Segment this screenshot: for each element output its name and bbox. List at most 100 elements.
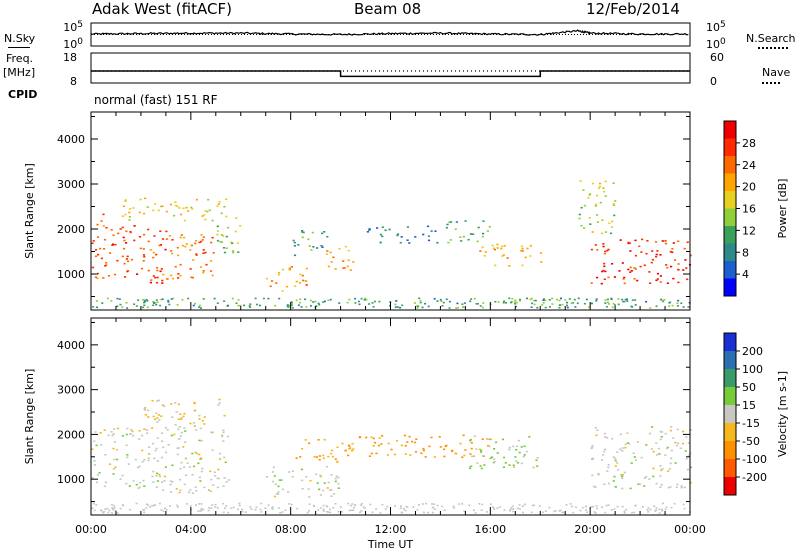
power-panel-cell — [153, 302, 156, 304]
velocity-panel-cell — [96, 474, 99, 476]
velocity-colorbar-label: Velocity [m s-1] — [776, 371, 789, 457]
power-panel-cell — [595, 300, 598, 302]
velocity-panel-cell — [616, 451, 619, 453]
velocity-panel-cell — [141, 449, 144, 452]
power-panel-cell — [666, 282, 669, 284]
power-panel-cell — [230, 241, 233, 244]
x-tick-label: 12:00 — [375, 523, 407, 536]
velocity-panel-cell — [199, 458, 202, 460]
power-panel-cell — [325, 253, 328, 255]
power-panel-cell — [302, 279, 305, 282]
velocity-panel-cell — [198, 418, 201, 420]
power-panel-cell — [298, 282, 302, 284]
velocity-panel-cell — [649, 508, 652, 511]
power-panel-cell — [314, 300, 317, 303]
power-panel-cell — [617, 303, 620, 306]
velocity-panel-cell — [515, 460, 518, 462]
velocity-panel-cell — [490, 456, 494, 458]
power-panel-cell — [293, 245, 296, 247]
velocity-panel-cell — [214, 506, 217, 508]
velocity-panel-cell — [180, 418, 183, 420]
power-panel-cell — [323, 300, 326, 303]
power-panel-cell — [112, 243, 115, 246]
power-panel-cell — [161, 279, 164, 282]
velocity-panel-cell — [178, 426, 181, 428]
power-panel-cell — [195, 198, 198, 201]
power-panel-cell — [590, 302, 593, 305]
velocity-panel-cell — [337, 482, 340, 485]
velocity-panel-cell — [668, 468, 671, 470]
power-panel-cell — [125, 230, 128, 233]
velocity-panel-cell — [516, 507, 519, 510]
velocity-panel-cell — [217, 404, 220, 406]
velocity-panel-cell — [661, 431, 664, 433]
velocity-panel-cell — [400, 444, 403, 447]
velocity-panel-cell — [176, 447, 179, 450]
velocity-panel-cell — [186, 503, 188, 505]
power-panel-cell — [510, 301, 513, 304]
velocity-panel-cell — [238, 504, 241, 507]
velocity-panel-cell — [308, 510, 311, 512]
power-panel-cell — [394, 306, 397, 308]
velocity-panel-cell — [487, 445, 490, 447]
power-panel-cell — [427, 239, 431, 242]
power-panel-cell — [286, 304, 289, 306]
velocity-panel-cell — [613, 508, 616, 510]
velocity-panel-cell — [679, 447, 682, 449]
power-panel-cell — [648, 271, 651, 273]
power-panel-cell — [274, 304, 277, 307]
velocity-panel-cell — [143, 407, 146, 410]
power-panel-cell — [171, 252, 174, 255]
velocity-panel-cell — [132, 480, 135, 482]
velocity-panel-cell — [399, 507, 402, 509]
velocity-panel-cell — [103, 429, 106, 431]
power-panel-cell — [508, 265, 511, 267]
velocity-panel-cell — [525, 450, 528, 453]
power-panel-cell — [165, 210, 168, 213]
velocity-panel-cell — [624, 446, 627, 449]
velocity-panel-cell — [659, 475, 662, 477]
power-panel-cell — [426, 225, 430, 228]
velocity-panel-cell — [433, 503, 436, 505]
power-panel-cell — [347, 249, 350, 252]
velocity-panel-cell — [664, 432, 667, 435]
power-panel-cell — [265, 277, 268, 280]
power-panel-cell — [483, 255, 486, 257]
velocity-panel-cell — [413, 441, 417, 444]
power-panel-cell — [608, 222, 611, 225]
power-panel-cell — [645, 252, 648, 255]
velocity-panel-cell — [291, 470, 295, 472]
power-panel-cell — [661, 240, 664, 242]
power-colorbar-swatch — [724, 156, 736, 174]
velocity-panel-cell — [478, 503, 481, 505]
power-panel-cell — [401, 304, 404, 307]
power-panel-cell — [92, 306, 95, 308]
velocity-panel-cell — [221, 434, 224, 437]
velocity-panel-cell — [116, 458, 119, 461]
velocity-panel-cell — [496, 507, 499, 509]
power-panel-cell — [445, 226, 448, 229]
velocity-panel-cell — [432, 506, 435, 509]
velocity-panel-cell — [273, 475, 276, 477]
power-panel-cell — [680, 302, 683, 304]
power-panel-cell — [513, 301, 516, 303]
velocity-panel-cell — [189, 489, 192, 491]
velocity-panel-cell — [473, 509, 475, 511]
velocity-panel-cell — [161, 432, 164, 434]
power-panel-cell — [596, 194, 599, 197]
cpid-text: normal (fast) 151 RF — [94, 93, 218, 107]
power-panel-cell — [235, 302, 238, 304]
velocity-panel-cell — [183, 483, 186, 486]
power-panel-cell — [529, 255, 532, 257]
velocity-panel-cell — [327, 511, 330, 513]
power-panel-cell — [288, 268, 291, 270]
velocity-panel-cell — [226, 435, 230, 438]
velocity-panel-cell — [166, 429, 169, 431]
velocity-panel-cell — [112, 428, 116, 430]
power-panel-cell — [318, 303, 321, 306]
velocity-colorbar-tick-label: 15 — [742, 399, 756, 412]
velocity-panel-cell — [164, 427, 168, 429]
power-panel-cell — [140, 267, 144, 270]
velocity-panel-cell — [496, 452, 499, 454]
power-panel-cell — [660, 299, 663, 301]
